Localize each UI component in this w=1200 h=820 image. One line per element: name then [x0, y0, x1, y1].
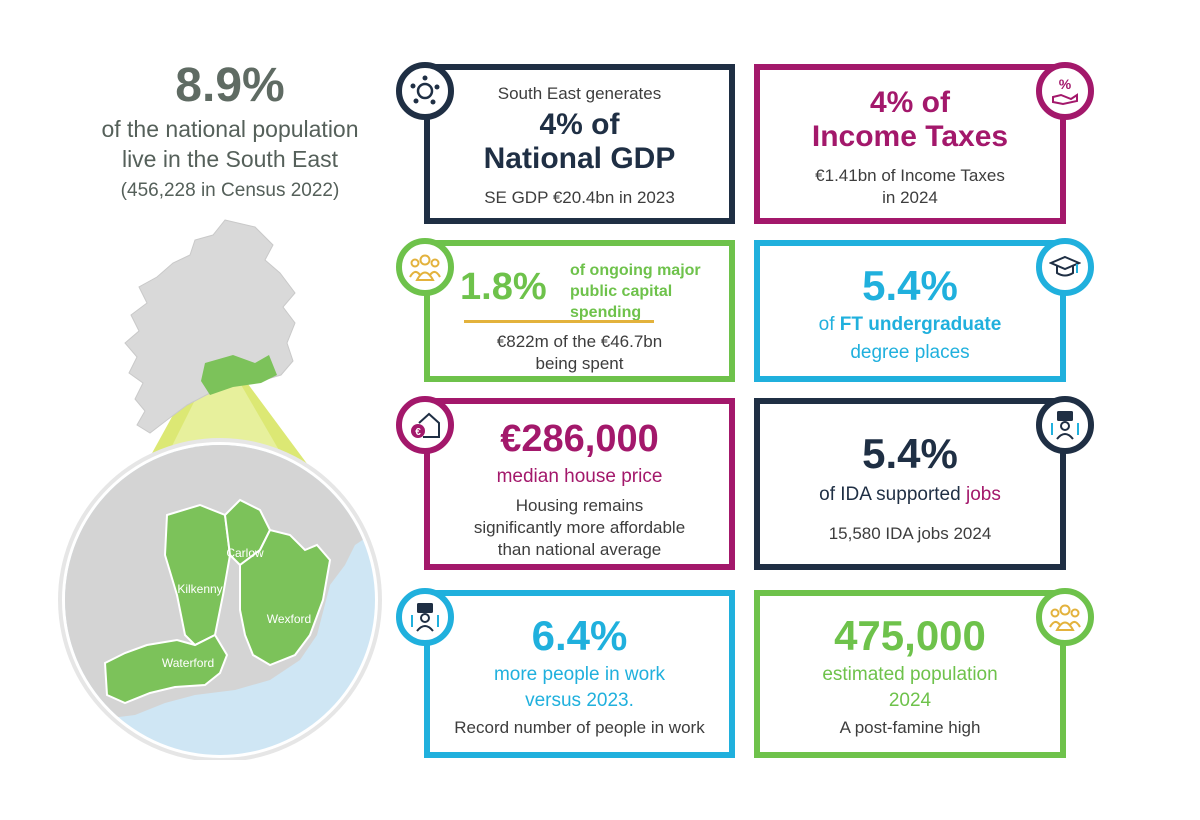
capital-sub-1: €822m of the €46.7bn	[496, 332, 663, 351]
capital-desc-1: of ongoing major	[570, 262, 701, 279]
svg-text:€: €	[415, 427, 421, 438]
capital-value: 1.8%	[460, 266, 547, 308]
county-label-carlow: Carlow	[226, 546, 264, 560]
county-waterford	[103, 633, 229, 705]
population-estimate-card: 475,000 estimated population 2024 A post…	[754, 590, 1066, 758]
worker-briefcase-icon	[396, 588, 454, 646]
ida-jobs-card: 5.4% of IDA supported jobs 15,580 IDA jo…	[754, 398, 1066, 570]
ida-desc: of IDA supported jobs	[760, 484, 1060, 506]
population-line-2: live in the South East	[121, 146, 339, 172]
gdp-intro: South East generates	[497, 84, 662, 103]
degree-desc-bold: FT undergraduate	[839, 314, 1002, 335]
worker-briefcase-icon	[1036, 396, 1094, 454]
gdp-headline-1: 4% of	[539, 108, 620, 141]
people-group-icon	[396, 238, 454, 296]
ida-desc-prefix: of IDA supported	[819, 484, 966, 505]
gdp-card: South East generates 4% of National GDP …	[424, 64, 735, 224]
estimate-desc-1: estimated population	[822, 664, 998, 685]
population-percent: 8.9%	[175, 59, 285, 112]
graduation-icon	[1036, 238, 1094, 296]
house-price-card: €286,000 median house price Housing rema…	[424, 398, 735, 570]
svg-text:%: %	[1059, 76, 1072, 92]
capital-sub-2: being spent	[535, 354, 624, 373]
work-sub: Record number of people in work	[454, 718, 705, 737]
degree-desc-2: degree places	[850, 342, 970, 363]
capital-desc: of ongoing major public capital spending	[570, 260, 701, 323]
house-euro-icon: €	[396, 396, 454, 454]
house-value: €286,000	[500, 418, 659, 460]
ida-desc-highlight: jobs	[965, 484, 1001, 505]
people-in-work-card: 6.4% more people in work versus 2023. Re…	[424, 590, 735, 758]
house-sub-3: than national average	[497, 540, 662, 559]
degree-desc-prefix: of	[818, 314, 840, 335]
county-wexford	[239, 528, 332, 667]
percent-hand-icon: %	[1036, 62, 1094, 120]
capital-desc-2: public capital	[570, 283, 673, 300]
gdp-sub: SE GDP €20.4bn in 2023	[484, 188, 675, 207]
estimate-value: 475,000	[834, 612, 986, 659]
south-east-map: Carlow Kilkenny Wexford Waterford	[58, 219, 382, 760]
population-census: (456,228 in Census 2022)	[120, 180, 340, 201]
south-east-region	[201, 355, 277, 395]
income-tax-card: 4% of Income Taxes €1.41bn of Income Tax…	[754, 64, 1066, 224]
ida-sub: 15,580 IDA jobs 2024	[828, 524, 992, 543]
degree-desc-1: of FT undergraduate	[760, 314, 1060, 336]
estimate-desc-2: 2024	[888, 690, 932, 711]
house-sub-1: Housing remains	[515, 496, 644, 515]
work-desc-2: versus 2023.	[525, 690, 634, 711]
tax-headline-1: 4% of	[869, 86, 950, 119]
people-group-icon	[1036, 588, 1094, 646]
ida-value: 5.4%	[862, 430, 958, 477]
tax-headline-2: Income Taxes	[811, 120, 1009, 153]
capital-desc-3: spending	[570, 304, 642, 321]
county-label-wexford: Wexford	[267, 612, 311, 626]
economy-icon	[396, 62, 454, 120]
degree-places-card: 5.4% of FT undergraduate degree places	[754, 240, 1066, 382]
work-value: 6.4%	[531, 612, 628, 659]
gdp-headline-2: National GDP	[483, 142, 676, 175]
estimate-sub: A post-famine high	[839, 718, 981, 737]
gold-divider	[464, 320, 654, 323]
population-line-1: of the national population	[101, 116, 359, 142]
degree-value: 5.4%	[862, 262, 958, 309]
tax-sub-1: €1.41bn of Income Taxes	[815, 166, 1005, 185]
house-sub-2: significantly more affordable	[473, 518, 686, 537]
county-label-waterford: Waterford	[162, 656, 214, 670]
work-desc-1: more people in work	[493, 664, 666, 685]
tax-sub-2: in 2024	[882, 188, 938, 207]
capital-spending-card: 1.8% of ongoing major public capital spe…	[424, 240, 735, 382]
county-label-kilkenny: Kilkenny	[177, 582, 222, 596]
house-desc: median house price	[496, 466, 663, 487]
